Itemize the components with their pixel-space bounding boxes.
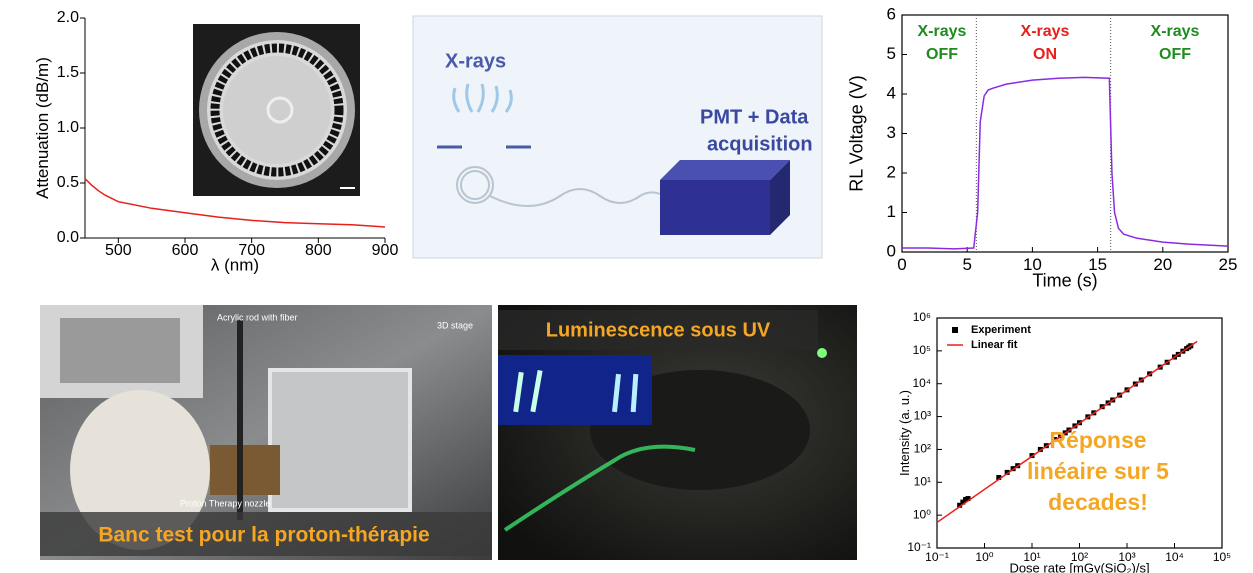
- detector-label: PMT + Data: [700, 106, 809, 128]
- x-tick-label: 500: [105, 242, 132, 259]
- y-tick-label: 2.0: [57, 9, 79, 26]
- y-tick-label: 0.5: [57, 174, 79, 191]
- annotation: decades!: [1048, 489, 1148, 515]
- x-axis-label: Time (s): [1032, 271, 1097, 291]
- annotation: OFF: [926, 46, 958, 63]
- photo-caption: Banc test pour la proton-thérapie: [98, 524, 429, 547]
- y-tick-label: 10⁵: [913, 343, 931, 357]
- x-axis-label: λ (nm): [211, 255, 259, 274]
- x-tick-label: 20: [1153, 255, 1172, 274]
- y-tick-label: 0: [887, 241, 896, 260]
- y-axis-label: Attenuation (dB/m): [33, 57, 52, 199]
- annotation: ON: [1033, 46, 1057, 63]
- photo-label: Acrylic rod with fiber: [217, 312, 298, 322]
- figure: X-rays PMT + Data acquisition Acrylic ro…: [0, 0, 1253, 573]
- setup-diagram: X-rays PMT + Data acquisition: [413, 16, 822, 258]
- xray-label: X-rays: [445, 50, 506, 72]
- y-axis-label: RL Voltage (V): [847, 75, 867, 191]
- x-tick-label: 900: [372, 242, 399, 259]
- y-tick-label: 10⁶: [913, 310, 931, 324]
- legend-label: Linear fit: [971, 339, 1018, 351]
- x-axis-label: Dose rate [mGy(SiO₂)/s]: [1009, 560, 1149, 573]
- annotation: linéaire sur 5: [1027, 458, 1169, 484]
- y-tick-label: 4: [887, 83, 896, 102]
- annotation: OFF: [1159, 46, 1191, 63]
- annotation: X-rays: [1021, 23, 1070, 40]
- x-tick-label: 5: [962, 255, 971, 274]
- y-tick-label: 3: [887, 123, 896, 142]
- x-tick-label: 10⁴: [1165, 550, 1184, 564]
- legend-label: Experiment: [971, 324, 1031, 336]
- y-tick-label: 10⁰: [913, 507, 931, 521]
- x-tick-label: 10⁰: [975, 550, 993, 564]
- legend-symbol: [952, 327, 958, 333]
- x-tick-label: 10⁵: [1213, 550, 1231, 564]
- y-tick-label: 1.0: [57, 119, 79, 136]
- photo-caption: Luminescence sous UV: [546, 319, 771, 341]
- x-tick-label: 800: [305, 242, 332, 259]
- y-tick-label: 5: [887, 44, 896, 63]
- y-tick-label: 10⁴: [912, 376, 931, 390]
- y-tick-label: 6: [887, 4, 896, 23]
- y-tick-label: 0.0: [57, 229, 79, 246]
- y-tick-label: 10²: [914, 442, 931, 456]
- photo-luminescence: Luminescence sous UV: [498, 305, 857, 560]
- x-tick-label: 0: [897, 255, 906, 274]
- y-tick-label: 1: [887, 202, 896, 221]
- y-tick-label: 10¹: [914, 474, 931, 488]
- x-tick-label: 600: [172, 242, 199, 259]
- y-tick-label: 1.5: [57, 64, 79, 81]
- y-tick-label: 10⁻¹: [907, 540, 931, 554]
- fiber-inset: [193, 24, 360, 196]
- detector-label: acquisition: [707, 133, 813, 155]
- data-line: [902, 77, 1228, 248]
- photo-label: 3D stage: [437, 320, 473, 330]
- annotation: Réponse: [1049, 427, 1146, 453]
- y-axis-label: Intensity (a. u.): [897, 390, 912, 476]
- x-tick-label: 25: [1219, 255, 1238, 274]
- annotation: X-rays: [1151, 23, 1200, 40]
- annotation: X-rays: [918, 23, 967, 40]
- photo-label: Proton Therapy nozzle: [180, 498, 270, 508]
- y-tick-label: 10³: [914, 409, 931, 423]
- photo-proton-bench: Acrylic rod with fiber 3D stage Proton T…: [40, 305, 492, 560]
- y-tick-label: 2: [887, 162, 896, 181]
